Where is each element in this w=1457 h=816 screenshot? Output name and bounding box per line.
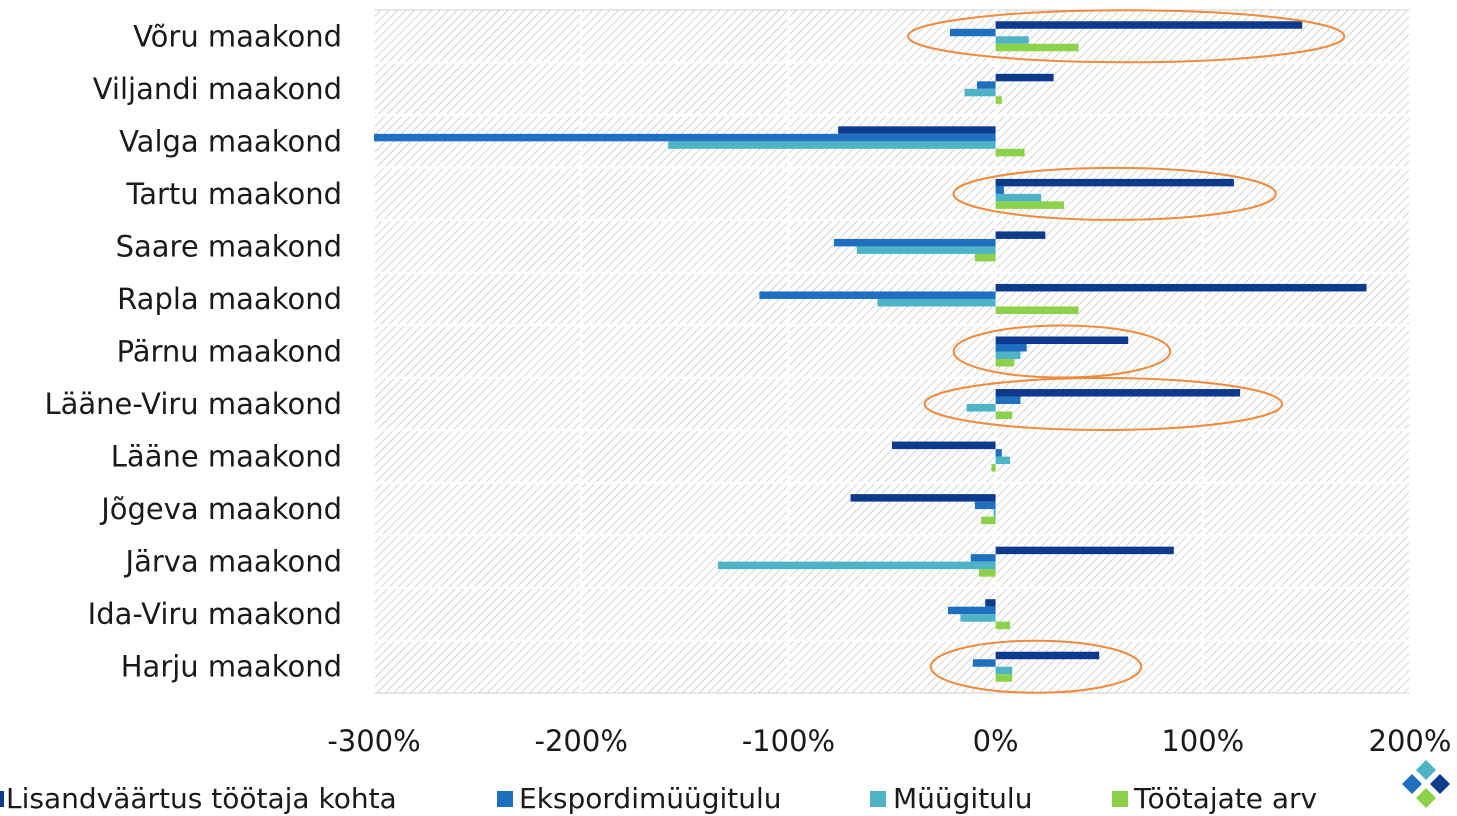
legend-label: Töötajate arv: [1133, 782, 1317, 815]
category-label: Jõgeva maakond: [99, 492, 342, 526]
bar: [877, 298, 996, 307]
bar: [759, 291, 996, 299]
bar: [972, 659, 996, 667]
bar: [950, 28, 996, 37]
x-tick-label: 100%: [1161, 724, 1244, 758]
bar: [850, 494, 996, 502]
bar: [995, 336, 1129, 344]
bar: [668, 141, 996, 149]
bars: [374, 21, 1367, 682]
category-label: Lääne maakond: [111, 440, 342, 474]
x-tick-labels: -300% -200% -100% 0% 100% 200%: [327, 724, 1451, 758]
bar: [995, 674, 1013, 682]
bar: [985, 599, 996, 607]
category-label: Lääne-Viru maakond: [44, 387, 342, 421]
plot-area: [373, 9, 1411, 694]
category-label: Tartu maakond: [125, 177, 342, 211]
bar: [995, 651, 1100, 660]
bar: [960, 614, 996, 622]
bar: [995, 96, 1002, 104]
logo-icon: [1402, 760, 1450, 808]
bar: [995, 283, 1367, 292]
legend-swatch: [0, 791, 4, 807]
category-label: Järva maakond: [124, 545, 342, 579]
highlight-ellipse: [929, 639, 1143, 694]
bar: [981, 516, 996, 525]
bar: [856, 246, 996, 254]
legend-label: Müügitulu: [893, 782, 1032, 815]
highlight-ellipse: [907, 9, 1346, 64]
bar: [995, 359, 1015, 367]
bar: [995, 231, 1046, 239]
legend-swatch: [497, 791, 513, 807]
bar: [838, 126, 996, 134]
bar: [995, 178, 1234, 187]
bar: [976, 81, 996, 89]
x-tick-label: -100%: [742, 724, 835, 758]
bar: [995, 73, 1054, 82]
bar: [974, 501, 996, 510]
bar: [995, 546, 1174, 555]
bar: [966, 404, 996, 412]
bar: [964, 88, 996, 97]
bar: [974, 253, 996, 262]
highlight-ellipse: [952, 324, 1172, 379]
bar: [995, 21, 1303, 29]
bar: [995, 344, 1027, 352]
bar: [947, 606, 996, 615]
grid-lines: [373, 10, 1411, 693]
category-label: Rapla maakond: [117, 282, 342, 316]
x-tick-label: 0%: [973, 724, 1019, 758]
bar: [995, 449, 1002, 457]
legend-label: Ekspordimüügitulu: [519, 782, 782, 815]
highlight-ellipse: [923, 377, 1284, 432]
legend: Lisandväärtus töötaja kohta Ekspordimüügi…: [0, 782, 1317, 815]
bar: [979, 569, 996, 577]
bar: [995, 193, 1042, 202]
legend-swatch: [870, 791, 886, 807]
category-label: Pärnu maakond: [117, 335, 342, 369]
highlight-ellipses: [907, 9, 1346, 694]
x-tick-label: 200%: [1369, 724, 1452, 758]
category-label: Viljandi maakond: [93, 72, 342, 106]
bar: [995, 621, 1011, 630]
bar: [995, 306, 1079, 314]
bar: [995, 456, 1011, 465]
bar: [374, 133, 996, 142]
bar: [995, 666, 1013, 675]
bar: [995, 389, 1241, 397]
category-label: Harju maakond: [121, 650, 342, 684]
legend-swatch: [1112, 791, 1128, 807]
bar: [717, 561, 996, 570]
bar: [995, 186, 1004, 194]
category-label: Saare maakond: [116, 229, 342, 263]
bar: [995, 148, 1025, 157]
legend-label: Lisandväärtus töötaja kohta: [6, 782, 397, 815]
category-label: Võru maakond: [133, 19, 342, 53]
bar: [995, 36, 1029, 44]
category-label: Valga maakond: [119, 124, 342, 158]
x-tick-label: -300%: [327, 724, 420, 758]
bar: [993, 509, 996, 517]
category-labels: Võru maakond Viljandi maakond Valga maakon…: [44, 19, 342, 683]
bar: [970, 554, 996, 562]
bar: [995, 396, 1021, 405]
highlight-ellipse: [952, 166, 1277, 221]
category-label: Ida-Viru maakond: [88, 597, 342, 631]
bar: [995, 351, 1021, 359]
bar: [995, 43, 1079, 52]
x-tick-label: -200%: [535, 724, 628, 758]
bar: [833, 238, 996, 247]
bar: [892, 441, 996, 450]
bar: [995, 201, 1064, 209]
bar: [991, 464, 996, 472]
bar: [995, 411, 1013, 420]
